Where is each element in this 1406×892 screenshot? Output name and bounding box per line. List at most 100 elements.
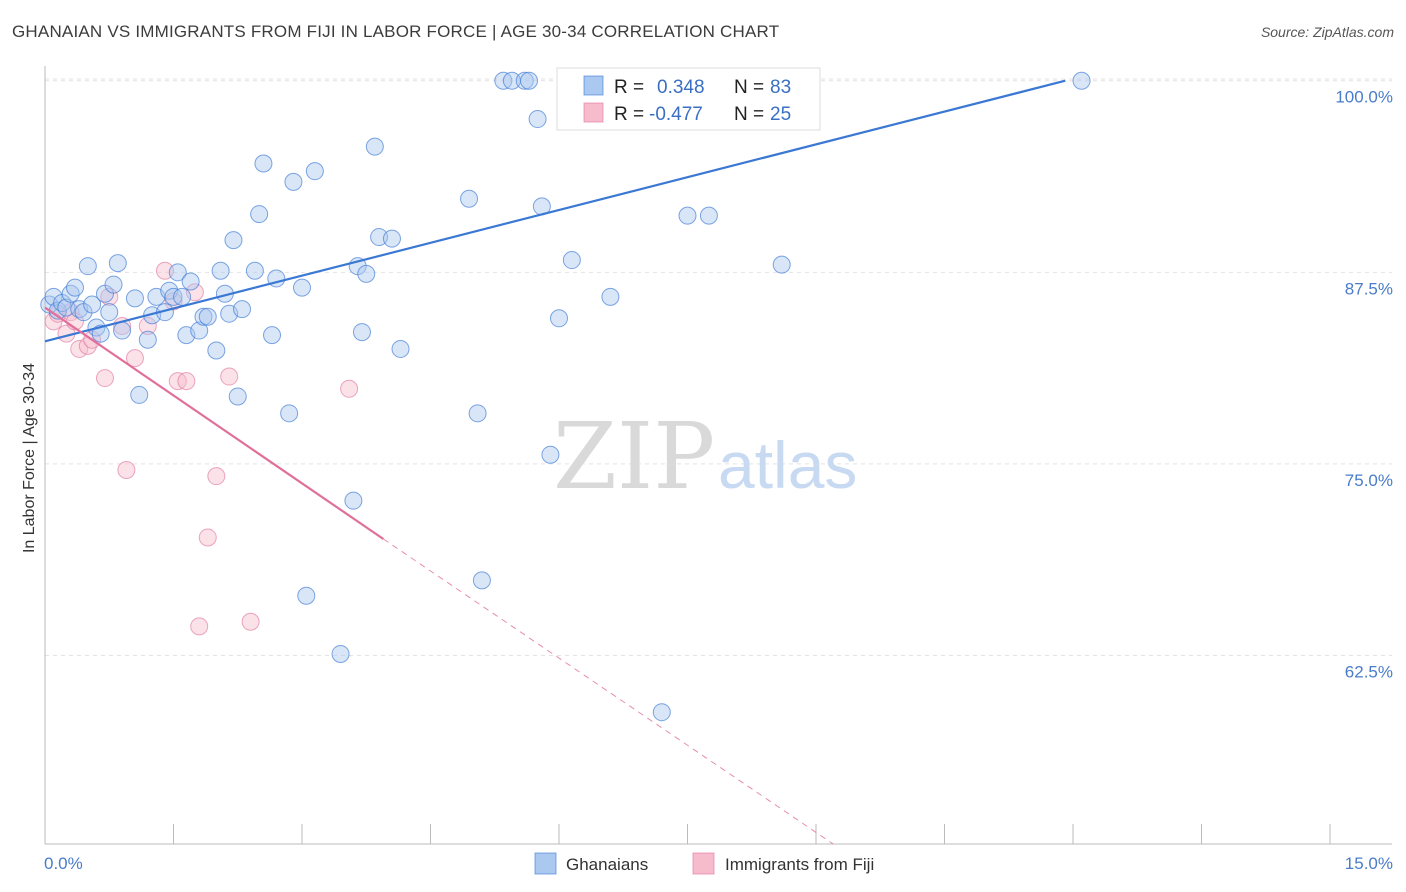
ghanaian-point-69 — [550, 309, 568, 328]
ghanaian-point-29 — [181, 272, 200, 291]
fiji-point-8 — [95, 369, 114, 388]
ghanaian-point-64 — [515, 71, 534, 90]
ghanaian-point-66 — [528, 110, 547, 129]
ghanaian-point-33 — [207, 341, 226, 360]
ghanaian-point-26 — [168, 263, 187, 282]
grid-lines — [45, 78, 1392, 656]
y-tick-labels: 62.5% 75.0% 87.5% 100.0% — [1335, 88, 1393, 682]
ghanaian-point-12 — [91, 324, 110, 343]
ghanaian-point-4 — [57, 298, 76, 317]
bottom-swatch-fiji — [692, 852, 715, 875]
ghanaian-point-53 — [352, 323, 371, 342]
legend-r-value-2: -0.477 — [649, 104, 703, 125]
x-tick-label-1: 15.0% — [1345, 854, 1393, 873]
y-axis-label: In Labor Force | Age 30-34 — [21, 363, 38, 553]
ghanaian-point-17 — [113, 321, 132, 340]
source-credit: Source: ZipAtlas.com — [1260, 24, 1394, 40]
y-tick-label-0: 62.5% — [1345, 662, 1393, 681]
ghanaian-point-39 — [233, 300, 252, 319]
correlation-legend: R = 0.348 N = 83 R = -0.477 N = 25 — [556, 67, 821, 131]
legend-n-value-1: 83 — [770, 77, 791, 98]
ghanaian-point-27 — [173, 287, 192, 306]
ghanaian-point-56 — [370, 228, 389, 247]
ghanaian-point-41 — [250, 205, 269, 224]
ghanaian-point-40 — [245, 261, 264, 280]
ghanaian-point-58 — [391, 339, 410, 358]
ghanaian-point-51 — [344, 491, 363, 510]
ghanaian-point-61 — [472, 571, 491, 590]
legend-swatch-ghanaians — [583, 75, 604, 96]
ghanaian-point-18 — [125, 289, 144, 308]
watermark-atlas: atlas — [718, 428, 857, 502]
ghanaian-point-49 — [305, 162, 324, 181]
ghanaian-point-60 — [468, 404, 487, 423]
ghanaian-point-79 — [699, 206, 718, 225]
ghanaian-point-68 — [541, 445, 560, 464]
fiji-point-21 — [207, 467, 226, 486]
legend-label-fiji: Immigrants from Fiji — [725, 855, 874, 874]
ghanaian-point-14 — [100, 303, 119, 322]
ghanaian-point-9 — [83, 295, 102, 314]
ghanaian-point-46 — [284, 172, 303, 191]
legend-n-label-2: N = — [734, 104, 764, 125]
ghanaian-point-16 — [108, 254, 127, 273]
ghanaian-point-77 — [652, 703, 671, 722]
ghanaian-point-70 — [562, 251, 581, 270]
ghanaian-point-32 — [198, 307, 217, 326]
ghanaian-point-59 — [460, 189, 479, 208]
ghanaian-point-20 — [138, 330, 157, 349]
fiji-point-12 — [125, 349, 144, 368]
legend-r-label-2: R = — [614, 104, 644, 125]
ghanaian-point-42 — [254, 154, 273, 173]
ghanaian-point-48 — [297, 586, 316, 605]
watermark-zip: ZIP — [553, 403, 715, 510]
chart-title: GHANAIAN VS IMMIGRANTS FROM FIJI IN LABO… — [12, 22, 780, 41]
ghanaian-point-15 — [104, 275, 123, 294]
ghanaian-point-65 — [520, 71, 539, 90]
fiji-trend-extension — [383, 538, 834, 845]
ghanaian-point-37 — [224, 231, 243, 250]
ghanaian-point-43 — [263, 326, 282, 345]
legend-swatch-fiji — [583, 102, 604, 123]
ghanaian-point-19 — [130, 385, 149, 404]
legend-n-value-2: 25 — [770, 104, 791, 125]
ghanaian-point-31 — [194, 307, 213, 326]
ghanaian-point-6 — [65, 278, 84, 297]
ghanaian-point-78 — [678, 206, 697, 225]
fiji-point-19 — [190, 617, 209, 636]
fiji-point-24 — [340, 379, 359, 398]
ghanaian-point-47 — [293, 278, 311, 297]
fiji-point-14 — [155, 261, 174, 280]
ghanaian-point-57 — [382, 229, 401, 248]
fiji-point-17 — [177, 372, 196, 391]
y-tick-label-2: 87.5% — [1345, 279, 1393, 298]
fiji-trend-line — [44, 306, 385, 540]
y-tick-label-3: 100.0% — [1335, 88, 1393, 107]
axes — [44, 66, 1392, 845]
fiji-point-13 — [138, 316, 157, 335]
ghanaian-point-73 — [601, 287, 620, 306]
x-tick-labels: 0.0% 15.0% — [44, 854, 1393, 873]
legend-label-ghanaians: Ghanaians — [566, 855, 648, 874]
ghanaian-point-38 — [228, 387, 247, 406]
ghanaian-trend-line — [44, 79, 1066, 343]
fiji-point-22 — [220, 367, 239, 386]
fiji-points — [44, 261, 359, 636]
x-tick-label-0: 0.0% — [44, 854, 83, 873]
ghanaian-point-54 — [357, 264, 376, 283]
ghanaian-point-34 — [211, 261, 230, 280]
ghanaian-point-10 — [78, 257, 97, 276]
ghanaian-point-81 — [772, 255, 791, 274]
legend-r-value-1: 0.348 — [657, 77, 705, 98]
fiji-point-20 — [198, 528, 217, 547]
fiji-point-11 — [117, 461, 136, 480]
ghanaian-point-30 — [190, 321, 209, 340]
ghanaian-point-50 — [331, 644, 350, 663]
ghanaian-point-82 — [1072, 71, 1091, 90]
legend-r-label-1: R = — [614, 77, 644, 98]
bottom-swatch-ghanaians — [534, 852, 557, 875]
ghanaian-point-55 — [365, 137, 384, 156]
series-legend: Ghanaians Immigrants from Fiji — [534, 852, 874, 875]
trend-lines — [44, 79, 1066, 845]
